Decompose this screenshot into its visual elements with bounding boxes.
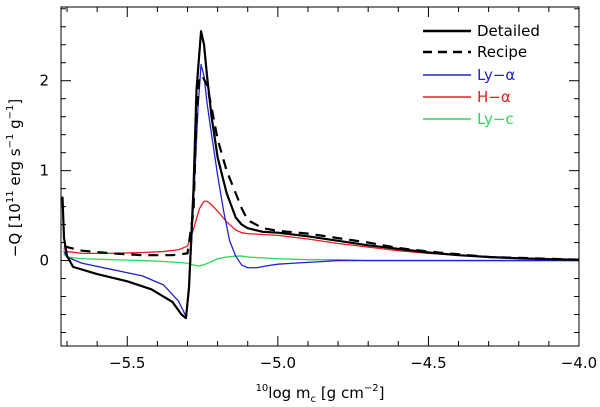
y-axis-label: −Q [1011 erg s−1 g−1] xyxy=(5,99,24,258)
x-tick-label: −5.5 xyxy=(109,354,145,372)
legend-label-ly-alpha: Ly−α xyxy=(477,66,515,84)
legend-label-h-alpha: H−α xyxy=(477,88,511,106)
x-label-sub: c xyxy=(311,394,317,405)
y-tick-label: 2 xyxy=(39,72,49,90)
x-tick-label: −5.0 xyxy=(260,354,296,372)
y-label-close: ] xyxy=(6,99,24,105)
y-tick-label: 0 xyxy=(39,252,49,270)
y-label-exp3: −1 xyxy=(5,105,16,120)
legend-label-recipe: Recipe xyxy=(477,43,527,61)
series-line-ly- xyxy=(63,63,579,317)
legend-label-detailed: Detailed xyxy=(477,22,540,40)
tick-labels: −5.5 −5.0 −4.5 −4.0 0 1 2 xyxy=(39,72,597,372)
x-label-base: log m xyxy=(268,384,310,402)
series-line-ly-c xyxy=(63,253,579,267)
y-label-mid: erg s xyxy=(6,148,24,190)
plot-frame xyxy=(60,6,580,347)
x-tick-label: −4.0 xyxy=(561,354,597,372)
series-group xyxy=(61,30,579,320)
y-label-exp2: −1 xyxy=(5,134,16,149)
x-label-prefix: 10 xyxy=(256,383,269,394)
axis-ticks xyxy=(61,7,580,346)
series-line-h- xyxy=(63,200,579,261)
x-tick-label: −4.5 xyxy=(410,354,446,372)
y-label-space: g xyxy=(6,119,24,133)
y-label-prefix: −Q [10 xyxy=(6,203,24,257)
x-label-exp: −2 xyxy=(364,383,379,394)
series-line-detailed xyxy=(61,30,579,320)
legend: Detailed Recipe Ly−α H−α Ly−c xyxy=(423,22,540,128)
x-label-close: ] xyxy=(379,384,385,402)
x-label-units: [g cm xyxy=(316,384,364,402)
legend-label-ly-c: Ly−c xyxy=(477,110,514,128)
y-label-exp1: 11 xyxy=(5,190,16,203)
x-axis-label: 10log mc [g cm−2] xyxy=(256,383,385,405)
y-tick-label: 1 xyxy=(39,162,49,180)
